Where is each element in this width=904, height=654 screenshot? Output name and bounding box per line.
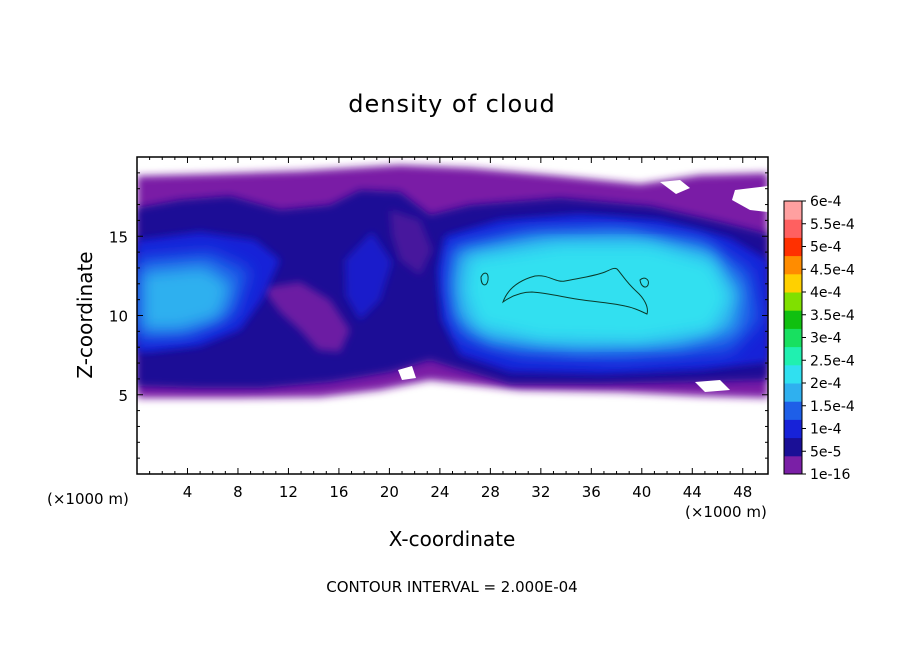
y-tick-label: 10 — [109, 308, 128, 326]
colorbar-swatch — [784, 437, 802, 457]
colorbar-label: 5e-5 — [810, 444, 841, 460]
colorbar-swatch — [784, 419, 802, 439]
colorbar-label: 2e-4 — [810, 376, 842, 392]
colorbar-label: 5.5e-4 — [810, 217, 855, 233]
colorbar-swatch — [784, 310, 802, 329]
density-field — [137, 157, 768, 474]
colorbar-swatch — [784, 237, 802, 257]
x-axis-ticks: 4 8 12 16 20 24 28 32 36 40 44 48 — [149, 157, 756, 501]
colorbar-swatch — [784, 364, 802, 384]
colorbar-label: 1.5e-4 — [810, 399, 855, 415]
colorbar-swatch — [784, 201, 802, 220]
colorbar-swatch — [784, 346, 802, 366]
contour-interval-note: CONTOUR INTERVAL = 2.000E-04 — [326, 578, 577, 596]
y-axis-label: Z-coordinate — [73, 251, 97, 378]
colorbar-label: 4e-4 — [810, 285, 842, 301]
colorbar-label: 1e-16 — [810, 467, 850, 483]
y-tick-label: 15 — [109, 228, 128, 246]
x-tick-label: 36 — [582, 483, 601, 501]
colorbar-label: 2.5e-4 — [810, 353, 855, 369]
colorbar-swatch — [784, 292, 802, 311]
x-axis-label: X-coordinate — [389, 527, 516, 551]
colorbar-swatch — [784, 328, 802, 348]
y-tick-label: 5 — [118, 387, 128, 405]
x-tick-label: 48 — [733, 483, 752, 501]
colorbar-swatch — [784, 273, 802, 293]
x-tick-label: 16 — [329, 483, 348, 501]
x-tick-label: 44 — [683, 483, 702, 501]
x-axis-unit: (×1000 m) — [685, 503, 767, 521]
x-tick-label: 20 — [380, 483, 399, 501]
chart-title: density of cloud — [348, 90, 555, 118]
colorbar-label: 1e-4 — [810, 422, 842, 438]
x-tick-label: 32 — [531, 483, 550, 501]
x-tick-label: 12 — [279, 483, 298, 501]
y-axis-unit: (×1000 m) — [47, 490, 129, 508]
colorbar-label: 4.5e-4 — [810, 262, 855, 278]
x-tick-label: 8 — [233, 483, 243, 501]
y-axis-ticks: 5 10 15 — [109, 172, 768, 459]
colorbar-swatch — [784, 219, 802, 238]
colorbar-swatch — [784, 401, 802, 420]
colorbar-label: 5e-4 — [810, 240, 842, 256]
colorbar-label: 6e-4 — [810, 194, 842, 210]
colorbar-swatch — [784, 255, 802, 275]
x-tick-label: 24 — [430, 483, 449, 501]
colorbar-label: 3.5e-4 — [810, 308, 855, 324]
x-tick-label: 40 — [632, 483, 651, 501]
colorbar-label: 3e-4 — [810, 331, 842, 347]
colorbar: 1e-16 5e-5 1e-4 1.5e-4 2e-4 2.5e-4 3e-4 3.5e-4 4… — [783, 194, 855, 483]
x-tick-label: 28 — [481, 483, 500, 501]
x-tick-label: 4 — [183, 483, 193, 501]
colorbar-swatch — [784, 383, 802, 402]
colorbar-swatch — [784, 455, 802, 475]
